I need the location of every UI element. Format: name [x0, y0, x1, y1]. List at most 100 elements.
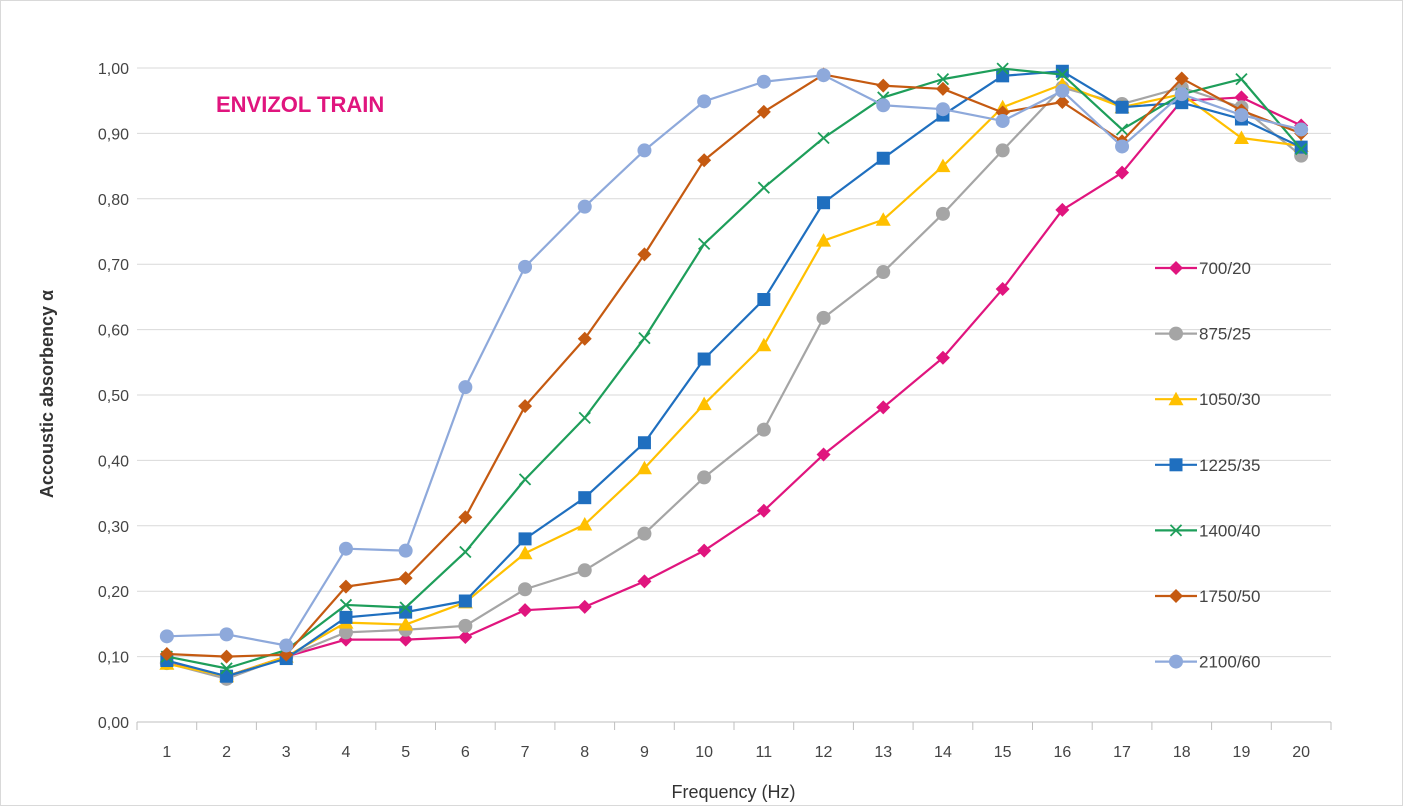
x-tick-label: 16 [1053, 744, 1071, 761]
x-tick-label: 4 [341, 744, 350, 761]
legend-marker [1169, 589, 1183, 603]
legend: 700/20 875/25 1050/30 1225/35 1400/40 1750/50… [1155, 259, 1260, 672]
data-point [995, 143, 1010, 158]
data-point [936, 72, 950, 86]
marker-stroke [1115, 123, 1129, 136]
marker-stroke [518, 473, 532, 486]
marker-stroke [638, 331, 651, 345]
data-point [636, 460, 652, 475]
data-point [1234, 90, 1249, 105]
marker-stroke [996, 62, 1009, 75]
data-point [698, 237, 711, 251]
data-point [995, 113, 1010, 128]
data-point [756, 104, 771, 119]
data-point [1115, 165, 1130, 180]
data-point [518, 259, 533, 274]
marker-stroke [936, 72, 950, 86]
data-point [398, 632, 413, 647]
legend-label: 1400/40 [1199, 521, 1260, 540]
data-point [935, 158, 951, 173]
data-point [817, 196, 831, 210]
data-point [935, 81, 950, 96]
y-tick-label: 1,00 [98, 61, 129, 78]
y-tick-label: 0,50 [98, 388, 129, 405]
data-point [876, 265, 891, 280]
data-point [459, 545, 472, 559]
marker-stroke [1295, 142, 1308, 156]
data-point [1115, 100, 1129, 114]
legend-marker [1169, 524, 1183, 537]
legend-label: 875/25 [1199, 325, 1251, 344]
data-point [577, 516, 593, 531]
data-point [638, 331, 651, 345]
data-point [339, 598, 353, 612]
legend-marker [1169, 458, 1183, 472]
data-point [220, 669, 234, 683]
data-point [996, 62, 1009, 75]
data-point [935, 350, 950, 365]
data-point [398, 617, 414, 631]
series-line [166, 83, 1302, 678]
y-tick-label: 0,90 [98, 126, 129, 143]
data-point [458, 510, 473, 525]
data-point [697, 352, 711, 366]
data-point [279, 638, 294, 653]
data-point [338, 541, 353, 556]
marker-stroke [1169, 524, 1183, 537]
data-point [518, 582, 533, 597]
x-tick-label: 20 [1292, 744, 1310, 761]
data-point [398, 571, 413, 586]
data-point [339, 610, 353, 624]
data-point [757, 293, 771, 307]
x-tick-label: 5 [401, 744, 410, 761]
data-point [458, 594, 472, 608]
legend-item: 700/20 [1155, 259, 1251, 278]
x-tick-label: 17 [1113, 744, 1131, 761]
data-point [697, 153, 712, 168]
data-point [1295, 142, 1308, 156]
legend-marker [1169, 261, 1183, 275]
y-axis-title: Accoustic absorbency α [37, 290, 57, 498]
data-point [398, 543, 413, 558]
data-point [757, 181, 770, 194]
data-point [577, 599, 592, 614]
legend-item: 1050/30 [1155, 390, 1260, 409]
data-point [876, 151, 890, 165]
data-point [1233, 130, 1249, 144]
y-tick-label: 0,10 [98, 650, 129, 667]
legend-label: 2100/60 [1199, 653, 1260, 672]
data-point [159, 646, 174, 661]
x-tick-label: 11 [756, 744, 773, 761]
data-point [875, 212, 891, 226]
marker-stroke [339, 598, 353, 612]
data-point [577, 331, 592, 346]
data-point [338, 579, 353, 594]
data-point [756, 503, 771, 518]
y-tick-label: 0,80 [98, 192, 129, 209]
data-point [458, 380, 473, 395]
y-tick-label: 0,40 [98, 453, 129, 470]
data-point [1174, 71, 1189, 86]
marker-stroke [578, 411, 591, 425]
data-point [756, 337, 772, 352]
data-point [935, 206, 950, 221]
series-line [166, 96, 1302, 678]
x-tick-label: 8 [580, 744, 589, 761]
data-point [1055, 202, 1070, 217]
legend-marker [1169, 654, 1183, 669]
legend-item: 1400/40 [1155, 521, 1260, 540]
data-point [518, 473, 532, 486]
data-point [219, 627, 234, 642]
data-point [1235, 72, 1248, 86]
series-line [166, 67, 1302, 670]
data-point [816, 310, 831, 325]
x-tick-label: 7 [521, 744, 530, 761]
y-tick-label: 0,00 [98, 715, 129, 732]
data-point [219, 649, 234, 664]
data-point [518, 532, 532, 546]
marker-stroke [1056, 68, 1069, 81]
data-point [1115, 139, 1130, 154]
data-point [995, 282, 1010, 297]
data-point [1056, 68, 1069, 81]
